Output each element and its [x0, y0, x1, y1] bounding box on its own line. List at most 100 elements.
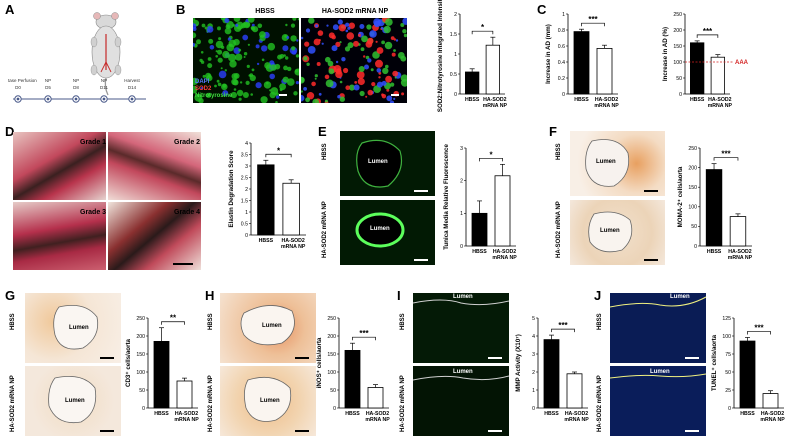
fluorescence-speck: [305, 97, 310, 103]
y-tick-label: 100: [673, 60, 682, 66]
fluorescence-speck: [366, 24, 372, 30]
timeline-event-label: NP: [101, 78, 107, 83]
bar-hbss: [464, 71, 480, 95]
h-image-hbss: Lumen: [220, 293, 316, 363]
fluorescence-speck: [314, 74, 318, 78]
lumen-label: Lumen: [453, 294, 473, 300]
y-tick-label: 0.5: [450, 72, 457, 78]
scale-bar: [173, 263, 193, 265]
fluorescence-speck: [331, 35, 336, 40]
fluorescence-speck: [250, 93, 253, 96]
y-axis-label: Tunica Media Relative Fluorescence: [443, 144, 450, 250]
fluorescence-speck: [250, 26, 256, 31]
y-tick-label: 0: [532, 406, 535, 412]
timeline-node-dot: [16, 97, 20, 101]
fluorescence-speck: [256, 62, 260, 66]
timeline-day-label: D11: [100, 85, 108, 90]
fluorescence-speck: [304, 41, 310, 47]
y-tick-label: 1: [562, 12, 565, 18]
y-tick-label: 2.5: [241, 175, 248, 181]
fluorescence-speck: [229, 60, 237, 68]
fluorescence-speck: [285, 23, 288, 27]
fluorescence-speck: [261, 45, 268, 52]
scale-bar: [414, 190, 428, 192]
fluorescence-speck: [390, 36, 395, 40]
bar-hbss: [573, 31, 590, 95]
grade-4-label: Grade 4: [174, 209, 201, 216]
fluorescence-speck: [343, 67, 349, 74]
fluorescence-speck: [233, 88, 237, 91]
fluorescence-speck: [287, 66, 292, 72]
fluorescence-speck: [270, 64, 277, 71]
bar-chart-e: 0 1 2 3 Tunica Media Relative Fluorescence HB…: [443, 144, 517, 261]
fluorescence-speck: [283, 54, 286, 57]
fluorescence-speck: [369, 30, 377, 38]
significance-bracket: [471, 30, 494, 35]
y-tick-label: 50: [691, 224, 697, 230]
fluorescence-speck: [384, 41, 393, 50]
bar-np: [176, 380, 193, 409]
fluorescence-speck: [367, 89, 374, 96]
bar-np: [762, 393, 779, 409]
e-image-np: Lumen: [340, 200, 435, 265]
i-image-hbss: Lumen: [413, 293, 509, 363]
fluorescence-speck: [335, 41, 341, 47]
fluorescence-speck: [335, 60, 339, 64]
y-tick-label: 0: [460, 244, 463, 250]
fluorescence-speck: [215, 50, 218, 53]
fluorescence-speck: [345, 85, 350, 90]
fluorescence-speck: [207, 57, 212, 61]
y-tick-label: 3: [460, 146, 463, 152]
fluorescence-speck: [201, 23, 206, 28]
fluorescence-speck: [367, 37, 374, 45]
significance-marker: *: [489, 150, 493, 159]
fluorescence-speck: [200, 51, 204, 54]
significance-bracket: [713, 157, 739, 161]
y-axis-label: MOMA-2⁺ cells/aorta: [677, 166, 684, 227]
fluorescence-speck: [393, 49, 396, 52]
reference-line-label: AAA: [735, 60, 749, 66]
y-tick-label: 3: [245, 164, 248, 170]
bar-hbss: [257, 164, 275, 236]
fluorescence-speck: [205, 92, 212, 98]
fluorescence-speck: [402, 29, 407, 34]
grade-3-label: Grade 3: [80, 209, 107, 216]
fluorescence-speck: [259, 31, 266, 38]
y-tick-label: 2: [454, 12, 457, 18]
fluorescence-speck: [266, 81, 269, 85]
timeline-panel: Elastase Perfusion D0 NP D5 NP D8 NP D11 Harvest…: [0, 12, 148, 117]
scale-bar: [391, 94, 399, 96]
fluorescence-speck: [353, 40, 359, 47]
fluorescence-speck: [389, 100, 395, 103]
fluorescence-speck: [394, 76, 397, 79]
fluorescence-speck: [337, 19, 343, 25]
fluorescence-speck: [392, 70, 399, 77]
fluorescence-speck: [324, 99, 328, 103]
fluorescence-speck: [332, 24, 339, 31]
fluorescence-speck: [315, 24, 319, 28]
fluorescence-image-hbss: [193, 18, 299, 103]
timeline-event-label: Elastase Perfusion: [8, 78, 37, 83]
bar-np: [485, 44, 501, 95]
grade-2-label: Grade 2: [174, 139, 201, 146]
fluorescence-speck: [395, 39, 399, 42]
fluorescence-speck: [255, 82, 262, 89]
scale-bar: [279, 94, 287, 96]
fluorescence-speck: [393, 97, 396, 100]
fluorescence-speck: [376, 81, 383, 88]
fluorescence-speck: [221, 83, 228, 91]
fluorescence-speck: [242, 22, 246, 25]
category-label: HBSS: [740, 411, 755, 417]
fluorescence-speck: [285, 56, 289, 60]
fluorescence-speck: [239, 81, 243, 84]
fluorescence-speck: [269, 89, 272, 92]
fluorescence-speck: [359, 90, 365, 97]
timeline-node-dot: [74, 97, 78, 101]
fluorescence-speck: [380, 26, 384, 30]
lumen-label: Lumen: [65, 398, 85, 404]
bar-np: [729, 216, 747, 247]
category-label: mRNA NP: [708, 103, 733, 109]
fluorescence-speck: [231, 78, 238, 86]
bar-np: [710, 56, 725, 95]
fluorescence-speck: [325, 56, 331, 63]
